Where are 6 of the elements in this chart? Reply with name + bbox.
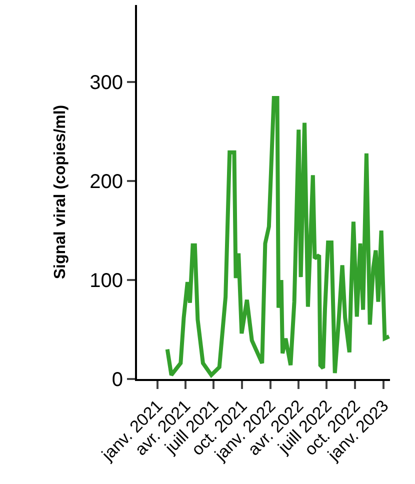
y-axis-title: Signal viral (copies/ml)	[52, 104, 70, 280]
y-tick-label: 300	[90, 72, 123, 94]
y-tick-label: 100	[90, 270, 123, 292]
y-tick-label: 200	[90, 171, 123, 194]
y-tick-label: 0	[112, 369, 123, 391]
line-series	[165, 96, 390, 378]
